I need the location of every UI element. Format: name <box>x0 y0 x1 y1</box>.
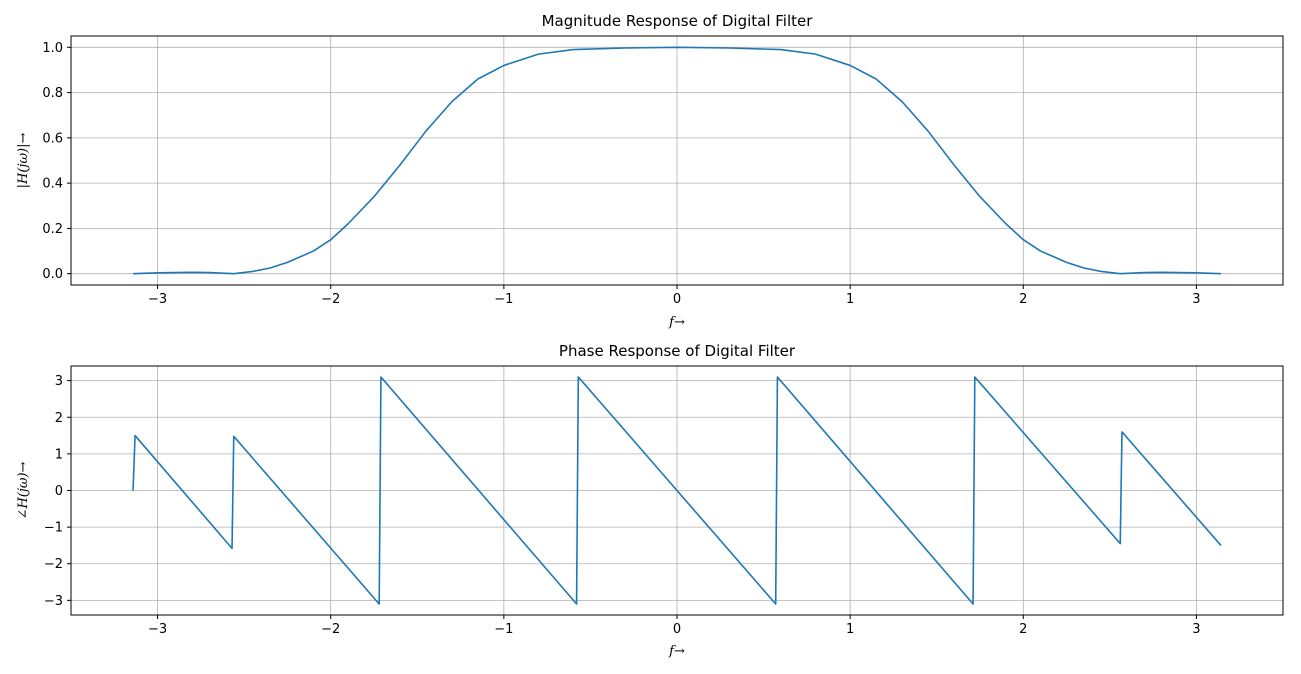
x-axis-label: f→ <box>668 644 685 659</box>
x-tick-label: −3 <box>148 292 167 307</box>
x-tick-label: −3 <box>148 622 167 637</box>
x-tick-label: 1 <box>846 292 854 307</box>
y-tick-label: 1.0 <box>42 41 63 56</box>
y-axis-label: |H(jω)|→ <box>16 133 31 189</box>
y-tick-label: 1 <box>55 447 63 462</box>
x-tick-label: 2 <box>1019 622 1027 637</box>
y-tick-label: 2 <box>55 411 63 426</box>
y-tick-label: 0.4 <box>42 177 63 192</box>
x-tick-label: 2 <box>1019 292 1027 307</box>
x-tick-label: 0 <box>673 622 681 637</box>
x-tick-label: 0 <box>673 292 681 307</box>
chart-title: Magnitude Response of Digital Filter <box>542 12 814 30</box>
chart-2: −3 −2 −1 0 1 2 3 −3 −2 −1 0 1 2 3 Phase Response of Di… <box>16 342 1284 659</box>
x-tick-label: −1 <box>494 622 513 637</box>
y-tick-label: −1 <box>44 521 63 536</box>
chart-1: −3 −2 −1 0 1 2 3 0.0 0.2 0.4 0.6 0.8 1.0 Magnitude Re… <box>16 12 1284 330</box>
y-tick-label: 0.8 <box>42 86 63 101</box>
x-tick-label: 3 <box>1192 292 1200 307</box>
x-tick-label: 3 <box>1192 622 1200 637</box>
series-line <box>133 46 1221 275</box>
y-tick-label: 0.6 <box>42 131 63 146</box>
x-tick-label: −1 <box>494 292 513 307</box>
y-tick-label: 0.2 <box>42 222 63 237</box>
x-tick-label: 1 <box>846 622 854 637</box>
x-axis-label: f→ <box>668 315 685 330</box>
y-tick-label: −2 <box>44 557 63 572</box>
y-tick-label: 0.0 <box>42 267 63 282</box>
chart-title: Phase Response of Digital Filter <box>559 342 796 360</box>
y-tick-label: −3 <box>44 594 63 609</box>
x-tick-label: −2 <box>321 622 340 637</box>
y-tick-label: 3 <box>55 374 63 389</box>
y-tick-label: 0 <box>55 484 63 499</box>
y-axis-label: ∠H(jω)→ <box>16 461 31 519</box>
x-tick-label: −2 <box>321 292 340 307</box>
series-line <box>132 376 1222 605</box>
